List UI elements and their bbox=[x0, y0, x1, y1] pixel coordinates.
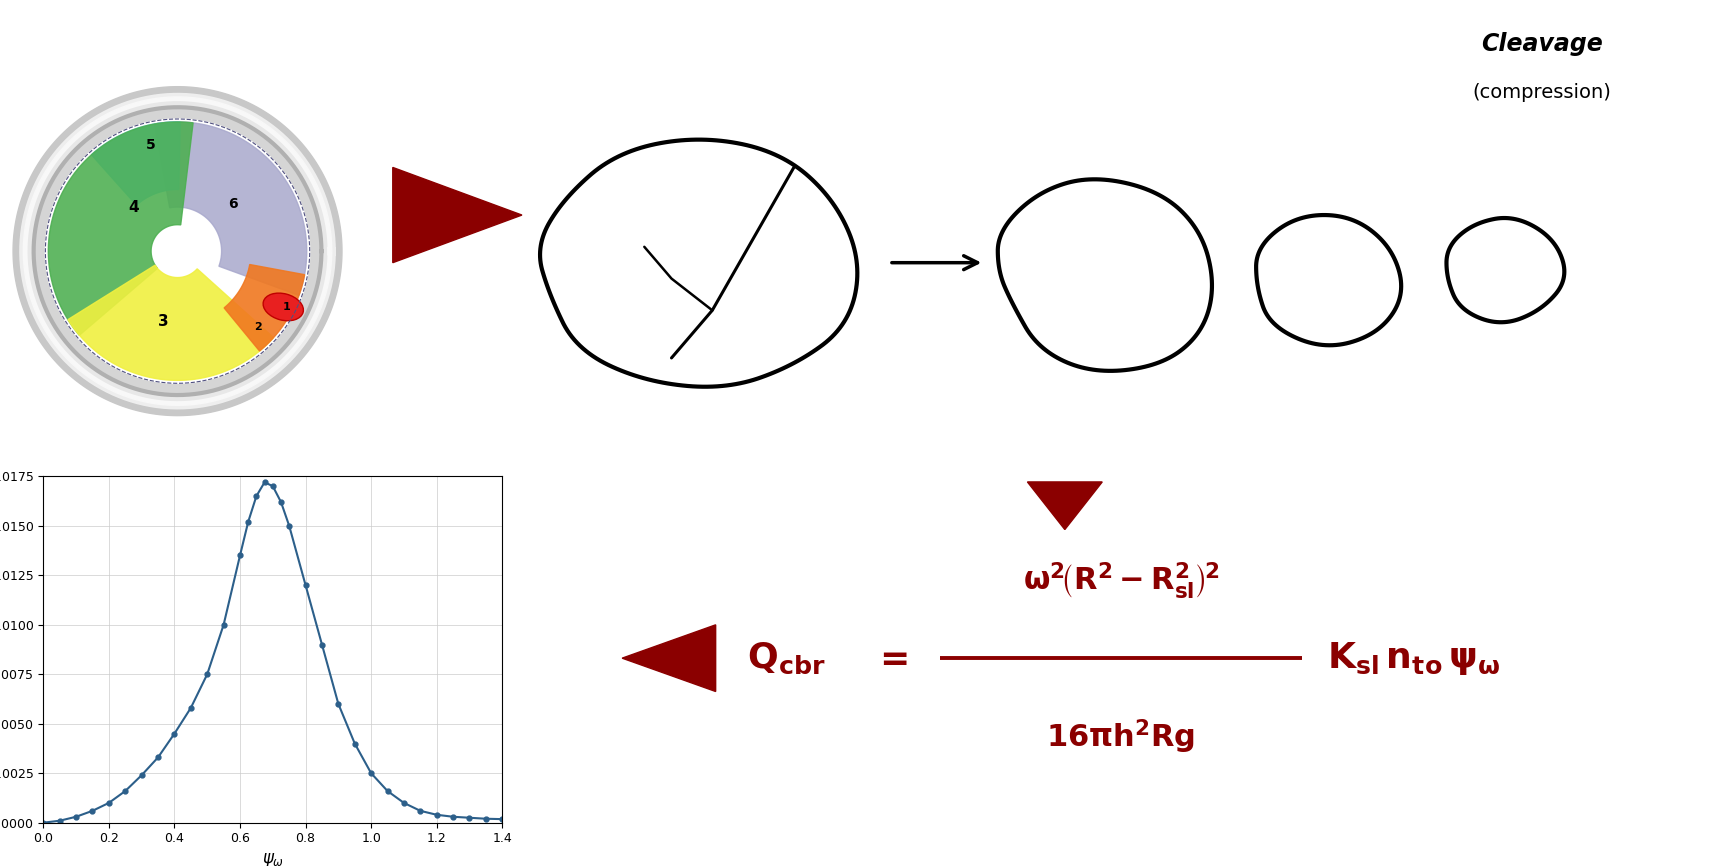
Polygon shape bbox=[622, 625, 715, 691]
Text: $\mathbf{=}$: $\mathbf{=}$ bbox=[873, 641, 908, 675]
Polygon shape bbox=[1446, 218, 1564, 322]
Polygon shape bbox=[393, 167, 521, 262]
X-axis label: $\psi_\omega$: $\psi_\omega$ bbox=[262, 851, 284, 866]
Polygon shape bbox=[154, 122, 307, 295]
Polygon shape bbox=[45, 119, 310, 384]
Text: $\mathbf{Q_{cbr}}$: $\mathbf{Q_{cbr}}$ bbox=[746, 641, 826, 675]
Text: 5: 5 bbox=[145, 139, 156, 152]
Text: 1: 1 bbox=[282, 302, 289, 312]
Polygon shape bbox=[33, 107, 322, 395]
Polygon shape bbox=[68, 265, 274, 380]
Text: 3: 3 bbox=[158, 314, 168, 329]
Polygon shape bbox=[540, 139, 857, 387]
Polygon shape bbox=[92, 122, 180, 205]
Polygon shape bbox=[23, 97, 333, 405]
Text: $\mathbf{K_{sl}\,n_{to}\,\psi_{\omega}}$: $\mathbf{K_{sl}\,n_{to}\,\psi_{\omega}}$ bbox=[1327, 640, 1500, 676]
Polygon shape bbox=[48, 122, 192, 335]
Text: 2: 2 bbox=[255, 322, 262, 333]
Polygon shape bbox=[998, 179, 1212, 371]
Text: 4: 4 bbox=[128, 199, 139, 215]
Text: Cleavage: Cleavage bbox=[1481, 32, 1602, 56]
Text: (compression): (compression) bbox=[1472, 82, 1611, 101]
Polygon shape bbox=[14, 87, 341, 416]
Polygon shape bbox=[1027, 481, 1102, 529]
Polygon shape bbox=[1256, 215, 1401, 346]
Text: $\mathbf{\omega^2\!\left(R^2-R_{sl}^2\right)^{\!2}}$: $\mathbf{\omega^2\!\left(R^2-R_{sl}^2\ri… bbox=[1022, 559, 1219, 600]
Polygon shape bbox=[223, 264, 305, 351]
Text: $\mathbf{16\pi h^2 R g}$: $\mathbf{16\pi h^2 R g}$ bbox=[1046, 717, 1195, 755]
Ellipse shape bbox=[263, 293, 303, 320]
Text: 6: 6 bbox=[229, 197, 237, 211]
